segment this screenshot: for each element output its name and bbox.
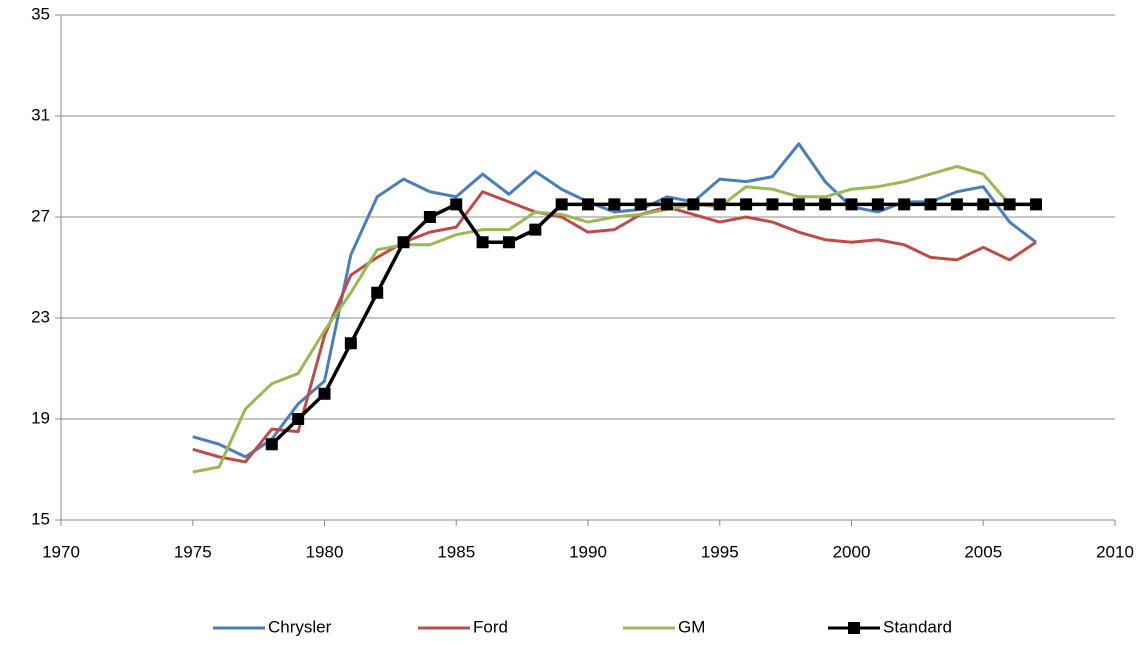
x-tick-label: 2010 xyxy=(1096,542,1134,561)
y-tick-label: 19 xyxy=(31,408,50,427)
marker xyxy=(661,198,674,211)
y-tick-label: 27 xyxy=(31,206,50,225)
legend-marker xyxy=(848,622,860,634)
marker xyxy=(476,236,489,249)
marker xyxy=(423,211,436,223)
x-tick-label: 1995 xyxy=(701,542,739,561)
x-tick-label: 2005 xyxy=(964,542,1002,561)
legend-label: Ford xyxy=(473,617,508,636)
marker xyxy=(740,198,753,211)
marker xyxy=(819,198,832,211)
series-line xyxy=(192,142,1037,459)
marker xyxy=(792,198,805,211)
marker xyxy=(766,198,779,211)
series-line xyxy=(270,202,1036,446)
marker xyxy=(529,223,542,236)
marker xyxy=(397,236,410,249)
legend-label: Chrysler xyxy=(268,617,332,636)
legend-label: Standard xyxy=(883,617,952,636)
marker xyxy=(1003,198,1016,211)
marker xyxy=(898,198,911,211)
marker xyxy=(924,198,937,211)
marker xyxy=(687,198,700,211)
x-tick-label: 1985 xyxy=(437,542,475,561)
marker xyxy=(634,198,647,211)
x-tick-label: 1990 xyxy=(569,542,607,561)
y-tick-label: 23 xyxy=(31,307,50,326)
marker xyxy=(1029,198,1042,211)
marker xyxy=(502,236,515,249)
marker xyxy=(977,198,990,211)
marker xyxy=(371,286,384,299)
y-tick-label: 35 xyxy=(31,4,50,23)
marker xyxy=(450,198,463,211)
marker xyxy=(713,198,726,211)
series-line xyxy=(192,190,1037,464)
x-tick-label: 1975 xyxy=(174,542,212,561)
x-tick-label: 1980 xyxy=(306,542,344,561)
marker xyxy=(344,337,357,350)
marker xyxy=(871,198,884,211)
marker xyxy=(265,438,278,451)
marker xyxy=(555,198,568,211)
marker xyxy=(950,198,963,211)
y-tick-label: 31 xyxy=(31,105,50,124)
y-tick-label: 15 xyxy=(31,509,50,528)
marker xyxy=(292,413,305,425)
marker xyxy=(845,198,858,211)
marker xyxy=(582,198,594,211)
legend-label: GM xyxy=(678,617,705,636)
series-line xyxy=(192,165,1036,474)
marker xyxy=(608,198,621,211)
x-tick-label: 2000 xyxy=(833,542,871,561)
x-tick-label: 1970 xyxy=(42,542,80,561)
marker xyxy=(318,387,331,400)
